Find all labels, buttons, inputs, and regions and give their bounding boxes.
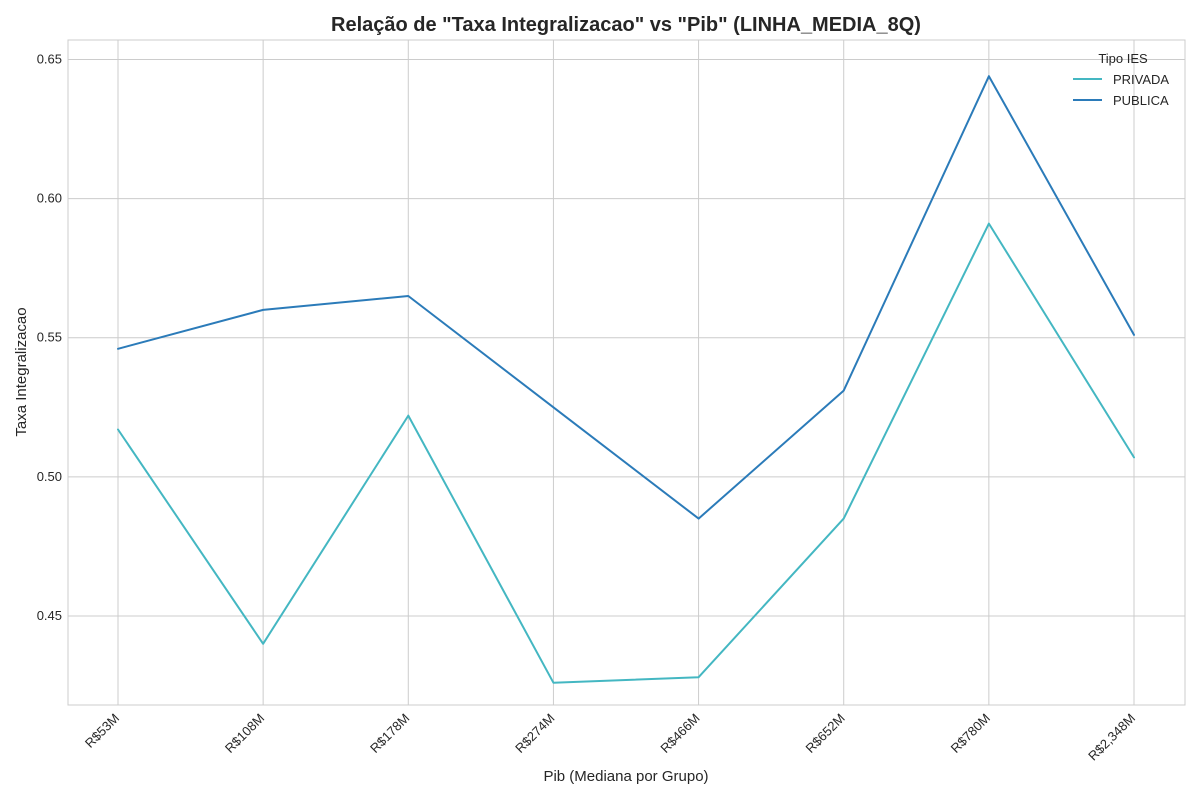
y-tick-label: 0.55 [37, 330, 62, 345]
y-tick-label: 0.50 [37, 469, 62, 484]
legend-items: PRIVADA PUBLICA [1073, 72, 1169, 108]
y-tick-label: 0.45 [37, 608, 62, 623]
series-line-privada [117, 222, 1135, 684]
y-tick-label: 0.65 [37, 51, 62, 66]
y-tick-label: 0.60 [37, 191, 62, 206]
series-line-publica [117, 75, 1135, 520]
legend-label-publica: PUBLICA [1113, 93, 1169, 108]
legend-label-privada: PRIVADA [1113, 72, 1169, 87]
grid-lines [68, 40, 1185, 705]
plot-frame [67, 39, 1186, 706]
legend: Tipo IES PRIVADA PUBLICA [1073, 51, 1169, 108]
y-axis-label: Taxa Integralizacao [13, 307, 30, 436]
x-axis-label: Pib (Mediana por Grupo) [543, 768, 708, 785]
y-axis-ticks: 0.45 0.50 0.55 0.60 0.65 [37, 51, 62, 622]
chart-title: Relação de "Taxa Integralizacao" vs "Pib… [331, 14, 921, 36]
series-lines [117, 75, 1135, 684]
legend-title: Tipo IES [1098, 51, 1148, 66]
